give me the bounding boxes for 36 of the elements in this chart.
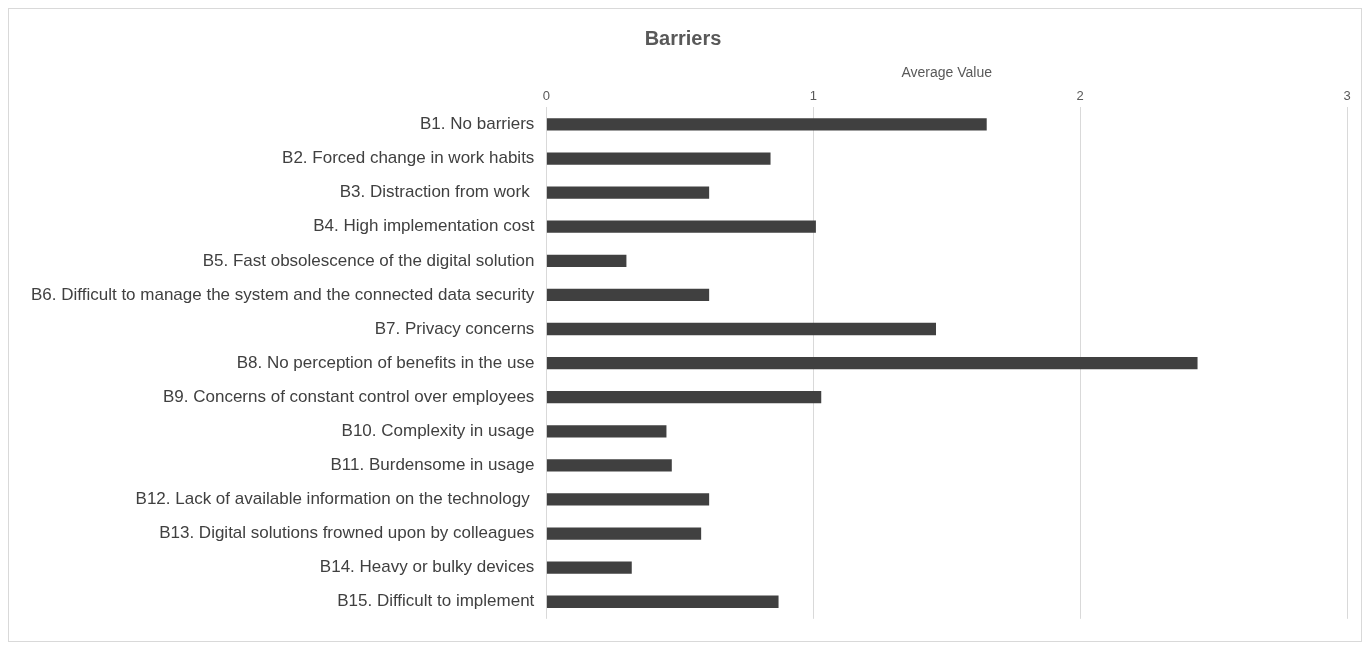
bar: [546, 493, 710, 506]
bar: [546, 391, 822, 404]
y-tick-label: B7. Privacy concerns: [374, 318, 535, 338]
y-tick-label: B3. Distraction from work: [339, 182, 535, 202]
y-tick-label: B4. High implementation cost: [313, 216, 535, 236]
bar: [546, 220, 816, 233]
bar: [546, 425, 667, 438]
y-tick-label: B6. Difficult to manage the system and the connected data security: [31, 284, 535, 304]
bar: [546, 595, 779, 608]
y-tick-label: B11. Burdensome in usage: [330, 455, 535, 475]
y-tick-label: B9. Concerns of constant control over employees: [162, 386, 535, 406]
chart-title: Barriers: [644, 26, 722, 49]
bar: [546, 118, 987, 131]
x-tick-label: 3: [1343, 88, 1351, 104]
bar: [546, 527, 702, 540]
y-tick-label: B15. Difficult to implement: [337, 591, 535, 611]
bar: [546, 356, 1198, 370]
y-tick-label: B10. Complexity in usage: [341, 420, 535, 440]
y-tick-label: B14. Heavy or bulky devices: [319, 557, 535, 577]
x-tick-label: 2: [1076, 88, 1084, 104]
bar: [546, 254, 627, 267]
y-tick-label: B12. Lack of available information on the technology: [135, 489, 535, 509]
x-axis-title: Average Value: [901, 64, 993, 81]
bar: [546, 152, 771, 165]
bar: [546, 322, 936, 336]
y-tick-label: B5. Fast obsolescence of the digital solution: [202, 250, 535, 270]
bar: [546, 459, 672, 472]
x-tick-label: 1: [809, 88, 817, 104]
x-tick-label: 0: [542, 88, 550, 104]
y-tick-label: B13. Digital solutions frowned upon by colleagues: [159, 523, 535, 543]
y-tick-label: B1. No barriers: [420, 114, 535, 134]
y-tick-label: B2. Forced change in work habits: [282, 148, 535, 168]
bar: [546, 288, 710, 302]
y-tick-label: B8. No perception of benefits in the use: [236, 352, 535, 372]
bar: [546, 561, 632, 574]
bar: [546, 186, 710, 199]
